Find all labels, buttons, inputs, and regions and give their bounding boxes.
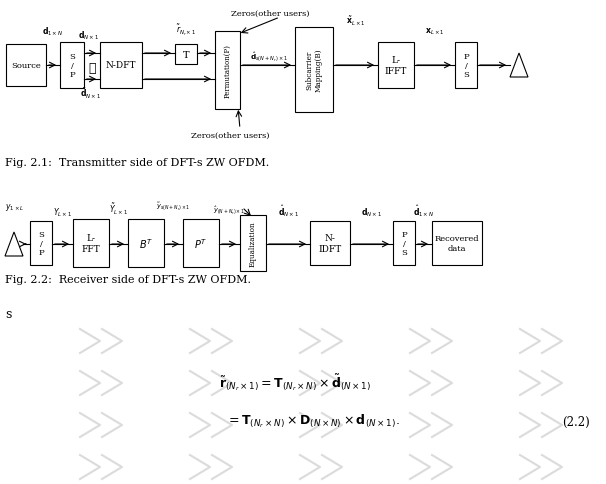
Text: s: s [5, 307, 12, 320]
Bar [240, 215, 266, 272]
Text: $\tilde{\mathbf{r}}_{(N_r\times 1)} = \mathbf{T}_{(N_r\times N)} \times \tilde{\: $\tilde{\mathbf{r}}_{(N_r\times 1)} = \m… [219, 371, 371, 392]
Bar [295, 28, 333, 113]
Polygon shape [510, 54, 528, 78]
Text: $\tilde{y}_{s(N+N_r)\times 1}$: $\tilde{y}_{s(N+N_r)\times 1}$ [156, 200, 191, 212]
Text: N-DFT: N-DFT [106, 61, 136, 70]
Bar [432, 222, 482, 265]
Text: Fig. 2.1:  Transmitter side of DFT-s ZW OFDM.: Fig. 2.1: Transmitter side of DFT-s ZW O… [5, 158, 269, 167]
Text: ⋮: ⋮ [88, 61, 96, 75]
Text: P
/
S: P / S [463, 53, 469, 79]
Text: $y_{1\times L}$: $y_{1\times L}$ [5, 201, 24, 212]
Text: $\bar{\mathbf{d}}_{N\times 1}$: $\bar{\mathbf{d}}_{N\times 1}$ [79, 87, 101, 101]
Text: Subcarrier
Mapping(B): Subcarrier Mapping(B) [305, 48, 322, 92]
Text: $\hat{\mathbf{d}}_{N\times 1}$: $\hat{\mathbf{d}}_{N\times 1}$ [278, 203, 299, 219]
Text: $\hat{\mathbf{d}}_{1\times N}$: $\hat{\mathbf{d}}_{1\times N}$ [413, 203, 434, 219]
Bar [215, 32, 240, 110]
Bar [30, 222, 52, 265]
Text: $\mathbf{d}_{1\times N}$: $\mathbf{d}_{1\times N}$ [42, 26, 64, 38]
Text: S
/
P: S / P [69, 53, 75, 79]
Bar [73, 220, 109, 268]
Bar [378, 43, 414, 89]
Bar [128, 220, 164, 268]
Bar [60, 43, 84, 89]
Bar [100, 43, 142, 89]
Text: Zeros(other users): Zeros(other users) [191, 132, 269, 140]
Text: P
/
S: P / S [401, 230, 407, 257]
Text: $\hat{\mathbf{d}}_{s(N+N_r)\times 1}$: $\hat{\mathbf{d}}_{s(N+N_r)\times 1}$ [250, 50, 288, 63]
Text: (2.2): (2.2) [562, 415, 590, 428]
Bar [6, 45, 46, 87]
Text: Zeros(other users): Zeros(other users) [231, 10, 309, 18]
Text: $\mathbf{x}_{L\times 1}$: $\mathbf{x}_{L\times 1}$ [425, 27, 444, 37]
Text: L-
IFFT: L- IFFT [385, 56, 407, 76]
Text: $B^T$: $B^T$ [139, 237, 153, 250]
Bar [393, 222, 415, 265]
Text: L-
FFT: L- FFT [82, 234, 101, 253]
Text: $\tilde{\mathbf{x}}_{L\times 1}$: $\tilde{\mathbf{x}}_{L\times 1}$ [346, 15, 365, 28]
Text: $\mathbf{d}_{N\times 1}$: $\mathbf{d}_{N\times 1}$ [361, 206, 382, 219]
Text: Recovered
data: Recovered data [435, 235, 479, 252]
Text: $\tilde{r}_{N_r\times 1}$: $\tilde{r}_{N_r\times 1}$ [176, 23, 196, 38]
Text: N-
IDFT: N- IDFT [318, 234, 342, 253]
Polygon shape [5, 232, 23, 257]
Text: $= \mathbf{T}_{(N_r\times N)} \times \mathbf{D}_{(N\times N)} \times \mathbf{d}_: $= \mathbf{T}_{(N_r\times N)} \times \ma… [226, 411, 400, 429]
Text: $P^T$: $P^T$ [195, 237, 208, 250]
Text: Fig. 2.2:  Receiver side of DFT-s ZW OFDM.: Fig. 2.2: Receiver side of DFT-s ZW OFDM… [5, 274, 251, 285]
Text: $Y_{L\times 1}$: $Y_{L\times 1}$ [53, 206, 72, 219]
Text: $\tilde{Y}_{L\times 1}$: $\tilde{Y}_{L\times 1}$ [109, 201, 128, 216]
Text: Equalization: Equalization [249, 221, 257, 266]
Bar [175, 45, 197, 65]
Text: $\mathbf{d}_{N\times 1}$: $\mathbf{d}_{N\times 1}$ [78, 30, 99, 42]
Text: Permutation(P): Permutation(P) [224, 44, 231, 98]
Bar [455, 43, 477, 89]
Bar [310, 222, 350, 265]
Bar [183, 220, 219, 268]
Text: Source: Source [11, 62, 41, 70]
Text: $\hat{y}_{(N+N_r)\times 1}$: $\hat{y}_{(N+N_r)\times 1}$ [213, 204, 245, 216]
Text: S
/
P: S / P [38, 230, 44, 257]
Text: T: T [182, 50, 189, 60]
